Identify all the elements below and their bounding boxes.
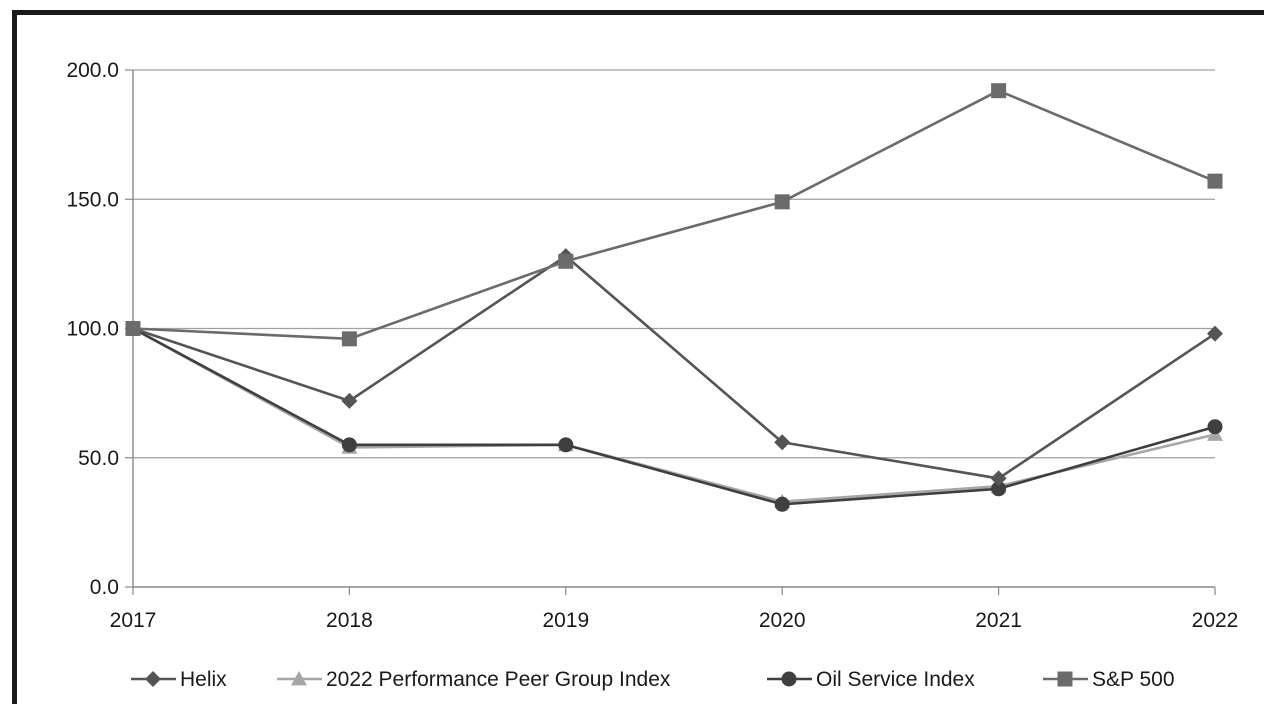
series-lines [132, 89, 1216, 506]
series-line-helix [132, 254, 1216, 480]
legend-label-s-p-500: S&P 500 [1092, 668, 1175, 691]
legend: Helix 2022 Performance Peer Group Index Oi… [131, 668, 1175, 691]
y-tick-label: 0.0 [90, 576, 119, 599]
x-tick-label: 2022 [1192, 609, 1239, 632]
legend-label-oil-service-index: Oil Service Index [816, 668, 975, 691]
y-axis-ticks: 0.0 50.0 100.0 150.0 200.0 [66, 59, 119, 599]
point-helix [341, 392, 358, 409]
point-helix [774, 434, 791, 451]
x-tick-label: 2017 [110, 609, 157, 632]
series-line-oil-service-index [132, 327, 1216, 506]
series-line-s-p-500 [132, 89, 1216, 341]
point-oil-service-index [1207, 419, 1223, 435]
x-tick-label: 2019 [542, 609, 589, 632]
point-s-p-500 [341, 331, 357, 347]
point-oil-service-index [341, 437, 357, 453]
point-s-p-500 [991, 83, 1007, 99]
legend-marker-oil-service-index [781, 671, 797, 687]
x-tick-label: 2020 [759, 609, 806, 632]
point-oil-service-index [991, 481, 1007, 497]
y-tick-label: 50.0 [78, 447, 119, 470]
y-tick-label: 200.0 [66, 59, 119, 82]
point-s-p-500 [558, 253, 574, 269]
point-s-p-500 [774, 194, 790, 210]
x-tick-label: 2021 [975, 609, 1022, 632]
point-s-p-500 [125, 321, 141, 336]
x-axis-ticks: 2017 2018 2019 2020 2021 2022 [110, 609, 1239, 632]
gridlines [133, 69, 1215, 459]
legend-marker-helix [145, 671, 161, 687]
point-oil-service-index [558, 437, 574, 453]
point-helix [990, 470, 1007, 487]
point-oil-service-index [774, 496, 790, 512]
y-tick-label: 150.0 [66, 188, 119, 211]
legend-label-2022-performance-peer-group-index: 2022 Performance Peer Group Index [326, 668, 671, 691]
legend-marker-s-p-500 [1057, 671, 1073, 687]
y-tick-label: 100.0 [66, 318, 119, 341]
axes [125, 69, 1216, 595]
series-markers [125, 83, 1223, 512]
point-helix [1207, 325, 1223, 342]
legend-marker-2022-performance-peer-group-index [291, 671, 307, 686]
chart-frame [12, 10, 1264, 704]
x-tick-label: 2018 [326, 609, 373, 632]
point-s-p-500 [1207, 173, 1223, 189]
legend-label-helix: Helix [180, 668, 227, 691]
